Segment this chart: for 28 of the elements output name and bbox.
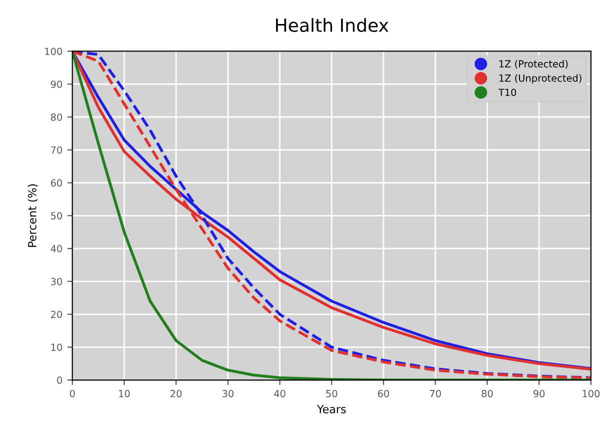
y-tick-label: 90 xyxy=(50,80,62,88)
chart-title: Health Index xyxy=(276,18,388,32)
y-tick-label: 20 xyxy=(50,310,62,318)
y-axis-title: Percent (%) xyxy=(28,184,38,247)
y-tick-label: 40 xyxy=(50,244,62,252)
x-tick-label: 80 xyxy=(482,390,493,398)
x-tick-label: 60 xyxy=(378,390,390,398)
x-tick-label: 10 xyxy=(119,390,130,398)
y-tick-label: 50 xyxy=(51,212,62,220)
legend-label: T10 xyxy=(498,88,516,96)
y-tick-label: 30 xyxy=(51,278,62,286)
y-tick-label: 0 xyxy=(57,376,62,384)
x-tick-label: 20 xyxy=(170,390,182,398)
y-tick-label: 60 xyxy=(50,179,62,187)
x-tick-label: 70 xyxy=(430,390,441,398)
y-tick-label: 70 xyxy=(51,146,62,154)
x-tick-label: 50 xyxy=(326,390,338,398)
legend-label: 1Z (Protected) xyxy=(499,60,568,69)
x-tick-label: 30 xyxy=(222,390,234,398)
x-tick-label: 40 xyxy=(274,390,286,398)
x-tick-label: 90 xyxy=(534,390,545,398)
y-tick-label: 80 xyxy=(50,113,62,121)
y-tick-label: 100 xyxy=(45,48,62,56)
x-axis-title: Years xyxy=(316,405,346,414)
x-tick-label: 100 xyxy=(582,390,600,398)
x-tick-label: 0 xyxy=(70,390,75,398)
y-tick-label: 10 xyxy=(51,344,62,351)
legend-label: 1Z (Unprotected) xyxy=(499,74,582,84)
